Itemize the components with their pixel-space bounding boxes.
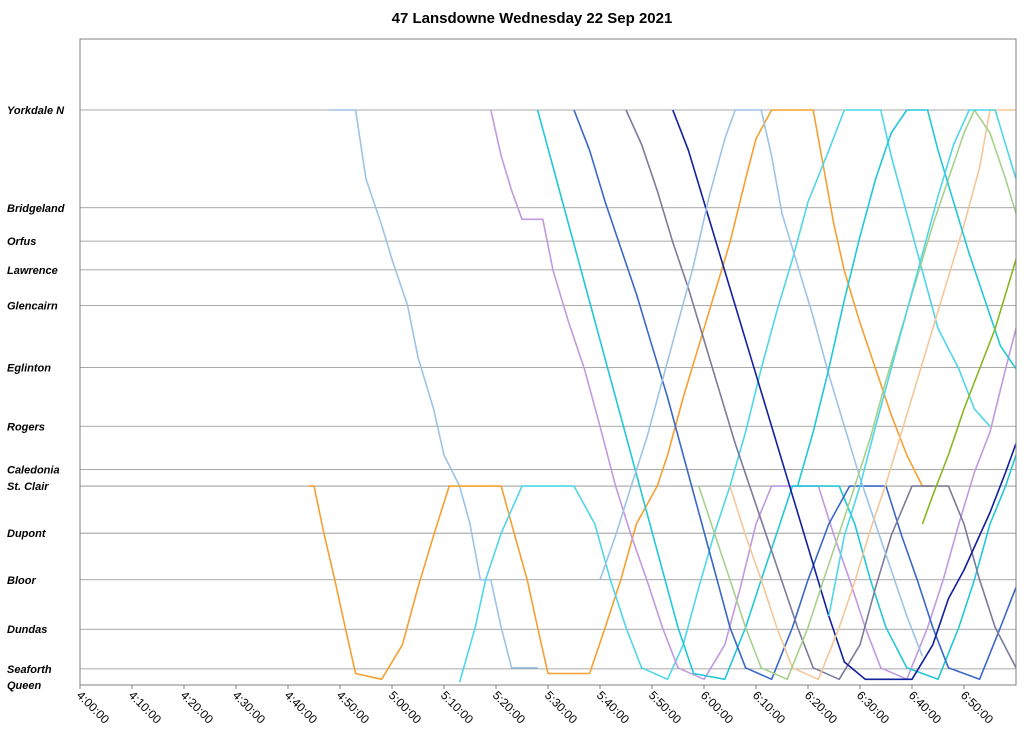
stop-label: Bloor — [7, 575, 36, 587]
stop-label: Caledonia — [7, 464, 60, 476]
x-tick-label: 5:40:00 — [594, 688, 632, 726]
trip-line-14 — [921, 259, 1017, 525]
trip-line-3 — [458, 109, 991, 683]
stop-label: Lawrence — [7, 265, 58, 277]
trip-line-2 — [308, 109, 933, 681]
x-tick-label: 4:00:00 — [74, 688, 112, 726]
trip-line-5 — [536, 109, 1017, 681]
stop-label: Rogers — [7, 421, 45, 433]
x-tick-label: 4:20:00 — [178, 688, 216, 726]
trip-line-10 — [729, 109, 1016, 681]
x-tick-label: 4:10:00 — [126, 688, 164, 726]
stop-label: Orfus — [7, 236, 36, 248]
x-tick-label: 5:20:00 — [490, 688, 528, 726]
stop-label: Dupont — [7, 528, 47, 540]
x-tick-label: 4:30:00 — [230, 688, 268, 726]
x-tick-label: 6:50:00 — [958, 688, 996, 726]
x-axis-ticks: 4:00:00 4:10:00 4:20:00 4:30:00 4:40:00 4:50:… — [74, 685, 996, 727]
stop-label: St. Clair — [7, 481, 49, 493]
trip-line-9 — [599, 109, 924, 657]
stop-label: Yorkdale N — [7, 105, 65, 117]
x-tick-label: 6:20:00 — [802, 688, 840, 726]
gridlines — [80, 109, 1016, 670]
trip-line-8 — [672, 109, 1017, 681]
stop-label: Dundas — [7, 624, 47, 636]
x-tick-label: 5:50:00 — [646, 688, 684, 726]
trip-line-11 — [698, 109, 1017, 681]
trip-lines — [308, 109, 1017, 683]
stop-label: Glencairn — [7, 301, 58, 313]
stop-label: Eglinton — [7, 363, 51, 375]
stop-label: Queen — [7, 680, 42, 692]
x-tick-label: 6:10:00 — [750, 688, 788, 726]
x-tick-label: 5:00:00 — [386, 688, 424, 726]
x-tick-label: 6:40:00 — [906, 688, 944, 726]
stop-label: Seaforth — [7, 664, 52, 676]
trip-line-4 — [490, 109, 1017, 681]
x-tick-label: 4:50:00 — [334, 688, 372, 726]
x-tick-label: 4:40:00 — [282, 688, 320, 726]
trip-line-6 — [573, 109, 1017, 681]
x-tick-label: 5:10:00 — [438, 688, 476, 726]
x-tick-label: 6:30:00 — [854, 688, 892, 726]
trip-line-1 — [329, 109, 538, 669]
trip-line-12 — [796, 109, 1017, 487]
trip-line-7 — [625, 109, 1017, 681]
x-tick-label: 6:00:00 — [698, 688, 736, 726]
chart-title: 47 Lansdowne Wednesday 22 Sep 2021 — [392, 10, 673, 27]
trip-line-13 — [828, 109, 1017, 617]
x-tick-label: 5:30:00 — [542, 688, 580, 726]
stop-labels: Yorkdale N Bridgeland Orfus Lawrence Glencai… — [7, 105, 65, 692]
stop-label: Bridgeland — [7, 203, 65, 215]
